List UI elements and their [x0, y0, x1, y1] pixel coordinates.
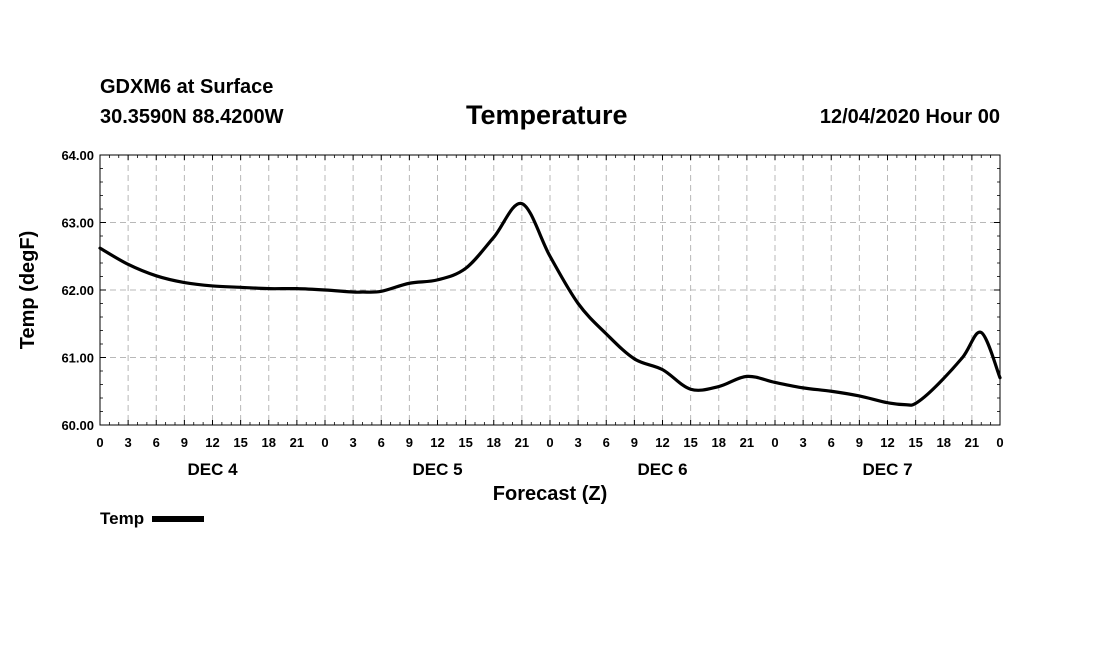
x-tick-label: 12: [655, 435, 669, 450]
chart-title: Temperature: [466, 100, 628, 130]
x-tick-label: 6: [378, 435, 385, 450]
day-label: DEC 7: [862, 460, 912, 479]
x-tick-label: 6: [603, 435, 610, 450]
x-tick-label: 3: [575, 435, 582, 450]
x-tick-label: 15: [908, 435, 922, 450]
x-tick-label: 21: [965, 435, 979, 450]
x-axis-title: Forecast (Z): [493, 483, 607, 505]
x-tick-label: 12: [205, 435, 219, 450]
series-line-temp: [98, 201, 1002, 407]
tick-labels: 0 3 6 9 12 15 18 21 0 3 6 9 12 15 18 21 0 3 6 9 12 15 18 21 0 3 6 9…: [61, 148, 1003, 479]
x-tick-label: 0: [996, 435, 1003, 450]
x-tick-label: 9: [631, 435, 638, 450]
x-tick-label: 0: [771, 435, 778, 450]
x-tick-label: 15: [458, 435, 472, 450]
y-axis-title: Temp (degF): [17, 231, 39, 350]
x-tick-label: 12: [880, 435, 894, 450]
x-tick-label: 18: [487, 435, 501, 450]
station-name: GDXM6 at Surface: [100, 76, 274, 98]
x-tick-label: 18: [937, 435, 951, 450]
x-tick-label: 18: [262, 435, 276, 450]
legend-swatch-temp: [152, 516, 205, 522]
x-tick-label: 21: [740, 435, 754, 450]
x-tick-label: 21: [290, 435, 304, 450]
x-tick-label: 3: [125, 435, 132, 450]
station-coordinates: 30.3590N 88.4200W: [100, 106, 284, 128]
day-label: DEC 6: [637, 460, 687, 479]
x-tick-label: 3: [350, 435, 357, 450]
x-tick-label: 0: [321, 435, 328, 450]
day-label: DEC 4: [187, 460, 238, 479]
x-tick-label: 18: [712, 435, 726, 450]
y-tick-label: 63.00: [61, 216, 94, 231]
y-tick-label: 62.00: [61, 283, 94, 298]
x-tick-label: 6: [153, 435, 160, 450]
day-label: DEC 5: [412, 460, 462, 479]
plot-frame: [99, 154, 1001, 426]
x-tick-label: 12: [430, 435, 444, 450]
x-tick-label: 0: [96, 435, 103, 450]
y-tick-label: 64.00: [61, 148, 94, 163]
forecast-run-time: 12/04/2020 Hour 00: [819, 106, 1000, 128]
y-tick-label: 61.00: [61, 351, 94, 366]
grid-lines: [100, 155, 1000, 425]
x-tick-label: 9: [406, 435, 413, 450]
legend: Temp: [100, 509, 205, 529]
x-tick-label: 3: [800, 435, 807, 450]
x-tick-label: 6: [828, 435, 835, 450]
x-tick-label: 0: [546, 435, 553, 450]
x-tick-label: 9: [856, 435, 863, 450]
x-tick-label: 21: [515, 435, 529, 450]
y-tick-label: 60.00: [61, 418, 94, 433]
x-tick-label: 15: [233, 435, 247, 450]
x-tick-label: 9: [181, 435, 188, 450]
legend-label-temp: Temp: [100, 509, 145, 528]
x-tick-label: 15: [683, 435, 697, 450]
